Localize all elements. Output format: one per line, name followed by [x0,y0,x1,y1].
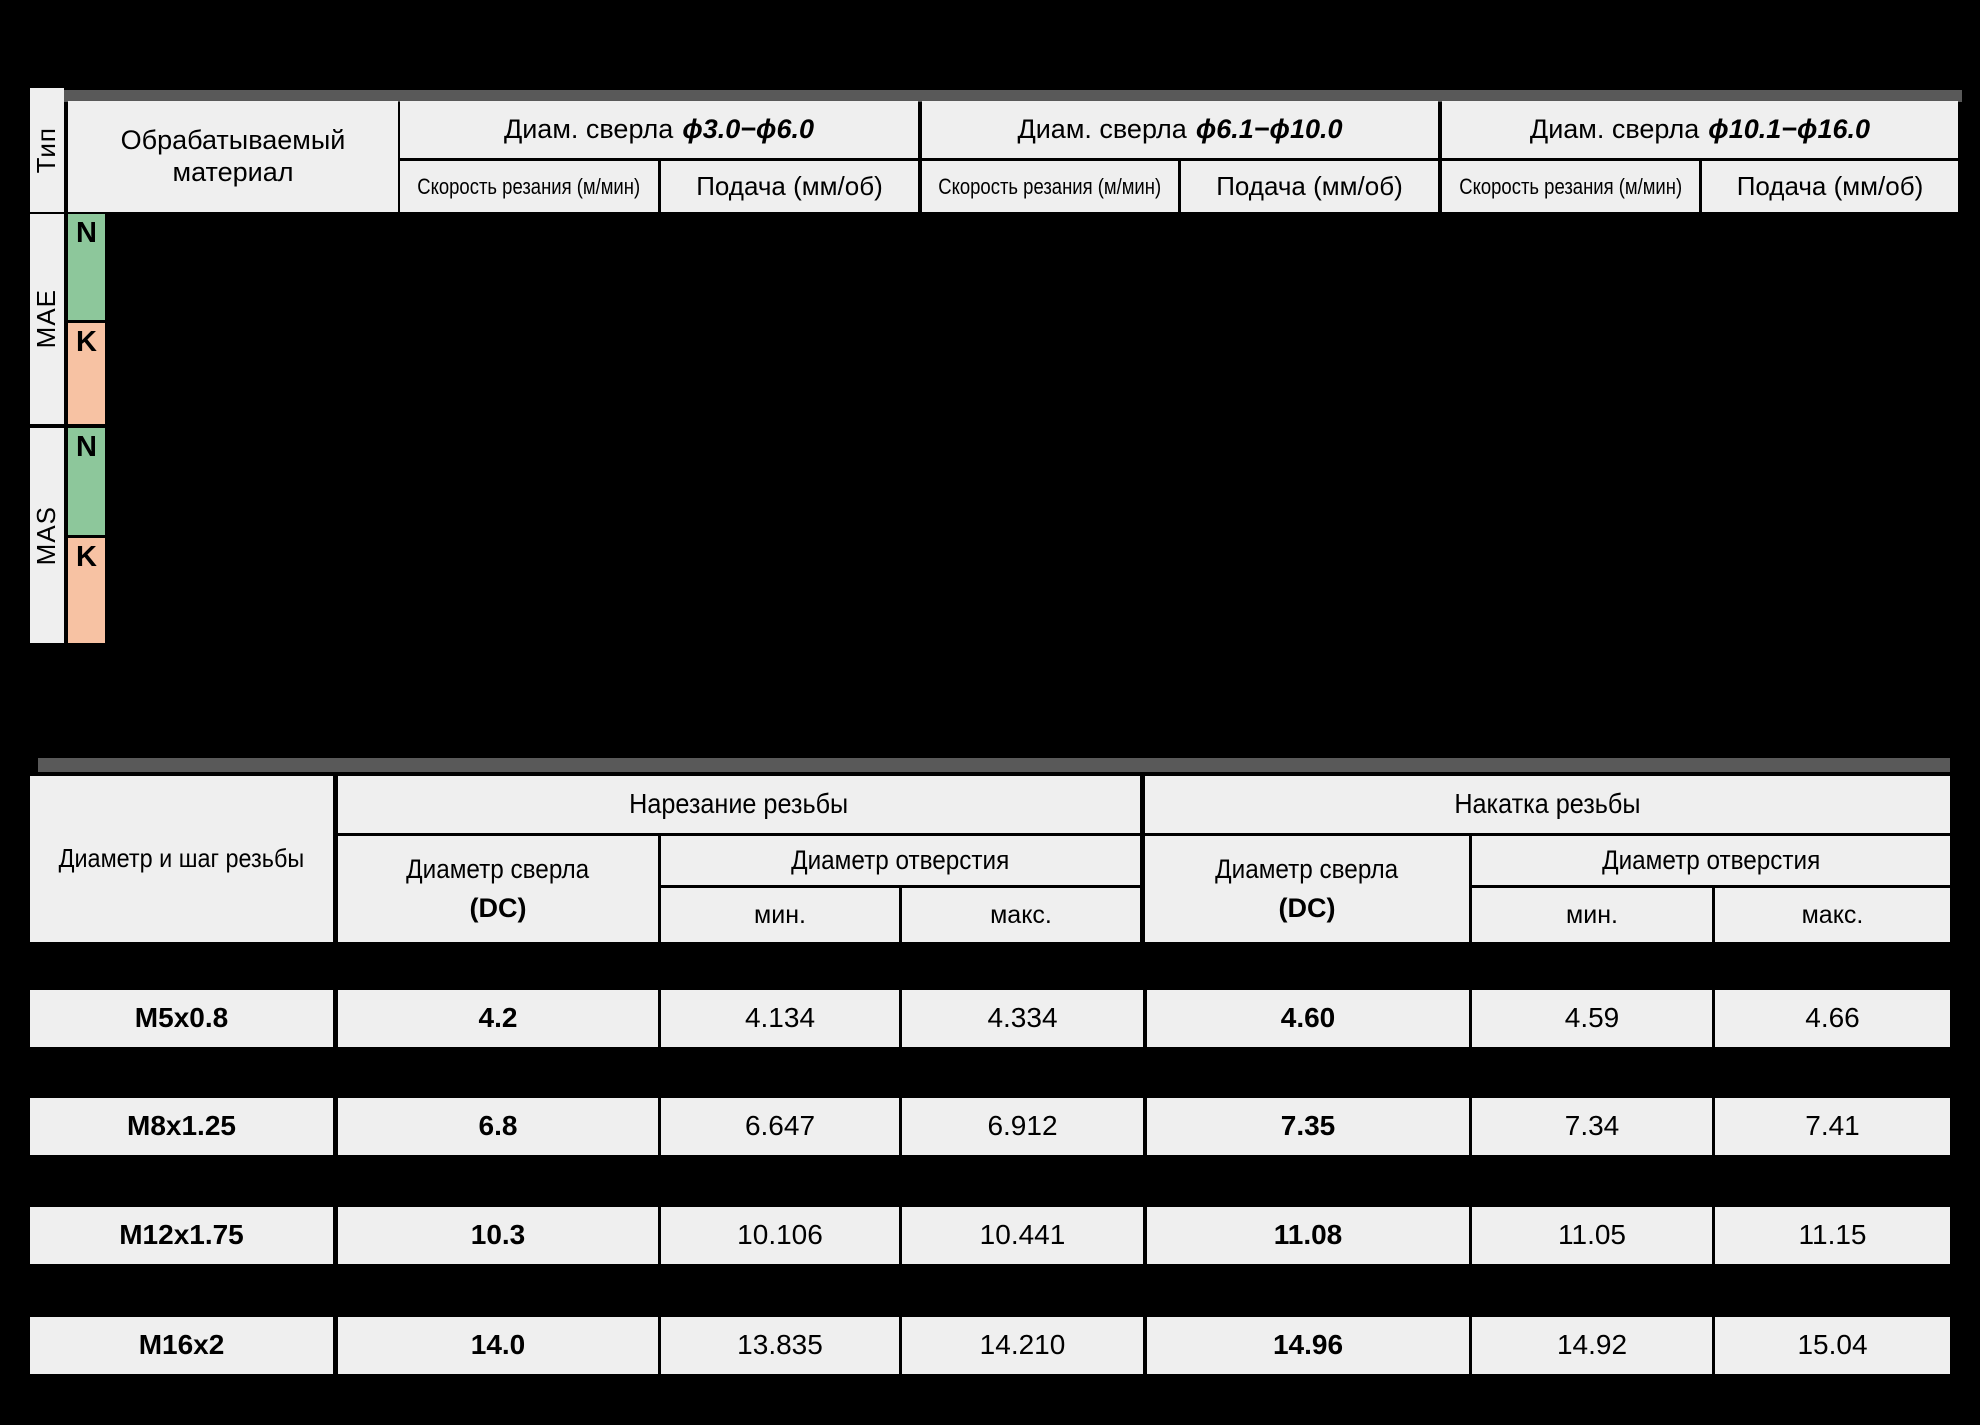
thread-cutting-group-header: Нарезание резьбы [338,776,1140,833]
drill-range-group-1-header: Диам. сверла ϕ3.0−ϕ6.0 [400,101,918,158]
thread-size-cell: M16x2 [30,1317,333,1374]
thread-size-column-label: Диаметр и шаг резьбы [58,843,305,874]
form-hole-min-cell: 4.59 [1472,990,1712,1047]
cut-hole-min-cell: 6.647 [661,1098,899,1155]
mas-k-material-cell: K [68,538,105,643]
drill-diameter-code: (DC) [1278,893,1336,923]
section-mae-label: MAE [31,289,62,349]
min-label: мин. [1566,900,1618,929]
max-label: макс. [990,900,1052,929]
material-code-n: N [76,217,97,249]
material-code-k: K [76,541,97,573]
material-code-n: N [76,431,97,463]
cutting-speed-header-1: Скорость резания (м/мин) [400,161,658,212]
drill-range-group-2-header: Диам. сверла ϕ6.1−ϕ10.0 [922,101,1438,158]
thread-forming-group-header: Накатка резьбы [1145,776,1950,833]
cut-drill-dc-cell: 4.2 [338,990,658,1047]
type-column-header: Тип [30,88,64,212]
mas-n-material-cell: N [68,428,105,535]
forming-max-header: макс. [1715,888,1950,942]
table-accent-bar [62,90,1962,102]
drill-range-group-3-header: Диам. сверла ϕ10.1−ϕ16.0 [1442,101,1958,158]
hole-diameter-label: Диаметр отверстия [1601,844,1821,875]
drill-range-prefix: Диам. сверла [503,113,674,144]
form-drill-dc-cell: 4.60 [1147,990,1469,1047]
form-hole-max-cell: 11.15 [1715,1207,1950,1264]
table-accent-bar [38,758,1950,772]
cut-hole-max-cell: 10.441 [902,1207,1143,1264]
material-column-label: Обрабатываемый материал [120,125,346,187]
cutting-min-header: мин. [661,888,899,942]
form-hole-min-cell: 11.05 [1472,1207,1712,1264]
thread-cutting-label: Нарезание резьбы [629,788,849,820]
forming-hole-diameter-header: Диаметр отверстия [1472,836,1950,885]
thread-size-cell: M5x0.8 [30,990,333,1047]
cutting-speed-label: Скорость резания (м/мин) [938,173,1162,199]
form-hole-max-cell: 15.04 [1715,1317,1950,1374]
section-mas-label: MAS [31,505,62,566]
form-drill-dc-cell: 14.96 [1147,1317,1469,1374]
drill-range-value: ϕ6.1−ϕ10.0 [1195,113,1343,144]
cut-hole-min-cell: 13.835 [661,1317,899,1374]
cutting-speed-header-2: Скорость резания (м/мин) [922,161,1178,212]
thread-size-cell: M12x1.75 [30,1207,333,1264]
cutting-max-header: макс. [902,888,1140,942]
feed-header-2: Подача (мм/об) [1181,161,1438,212]
form-drill-dc-cell: 7.35 [1147,1098,1469,1155]
section-mae-header: MAE [30,214,64,424]
forming-min-header: мин. [1472,888,1712,942]
cutting-speed-header-3: Скорость резания (м/мин) [1442,161,1699,212]
thread-size-cell: M8x1.25 [30,1098,333,1155]
cut-drill-dc-cell: 14.0 [338,1317,658,1374]
drill-range-prefix: Диам. сверла [1529,113,1700,144]
min-label: мин. [754,900,806,929]
drill-diameter-code: (DC) [469,893,527,923]
feed-header-3: Подача (мм/об) [1702,161,1958,212]
cutting-speed-label: Скорость резания (м/мин) [417,173,641,199]
material-code-k: K [76,326,97,358]
cutting-speed-label: Скорость резания (м/мин) [1459,173,1682,199]
max-label: макс. [1801,900,1864,929]
material-column-header: Обрабатываемый материал [68,101,398,212]
cut-hole-min-cell: 4.134 [661,990,899,1047]
thread-forming-label: Накатка резьбы [1454,788,1641,820]
drill-diameter-label: Диаметр сверла [406,853,590,884]
feed-header-1: Подача (мм/об) [661,161,918,212]
form-drill-dc-cell: 11.08 [1147,1207,1469,1264]
cutting-hole-diameter-header: Диаметр отверстия [661,836,1140,885]
mae-n-material-cell: N [68,214,105,320]
feed-label: Подача (мм/об) [1216,170,1403,201]
cutting-drill-diameter-header: Диаметр сверла (DC) [338,836,658,942]
forming-drill-diameter-header: Диаметр сверла (DC) [1145,836,1469,942]
mae-k-material-cell: K [68,323,105,424]
drill-range-prefix: Диам. сверла [1017,113,1187,144]
cut-hole-max-cell: 14.210 [902,1317,1143,1374]
type-column-label: Тип [31,126,62,174]
thread-size-column-header: Диаметр и шаг резьбы [30,776,333,942]
form-hole-max-cell: 4.66 [1715,990,1950,1047]
form-hole-min-cell: 14.92 [1472,1317,1712,1374]
form-hole-max-cell: 7.41 [1715,1098,1950,1155]
form-hole-min-cell: 7.34 [1472,1098,1712,1155]
cut-hole-max-cell: 4.334 [902,990,1143,1047]
drill-range-value: ϕ10.1−ϕ16.0 [1708,113,1871,144]
cut-drill-dc-cell: 10.3 [338,1207,658,1264]
cut-hole-max-cell: 6.912 [902,1098,1143,1155]
cut-hole-min-cell: 10.106 [661,1207,899,1264]
feed-label: Подача (мм/об) [1736,170,1924,201]
drill-diameter-label: Диаметр сверла [1215,853,1399,884]
feed-label: Подача (мм/об) [696,170,883,201]
cut-drill-dc-cell: 6.8 [338,1098,658,1155]
hole-diameter-label: Диаметр отверстия [791,844,1010,875]
section-mas-header: MAS [30,428,64,643]
drill-range-value: ϕ3.0−ϕ6.0 [682,113,815,144]
